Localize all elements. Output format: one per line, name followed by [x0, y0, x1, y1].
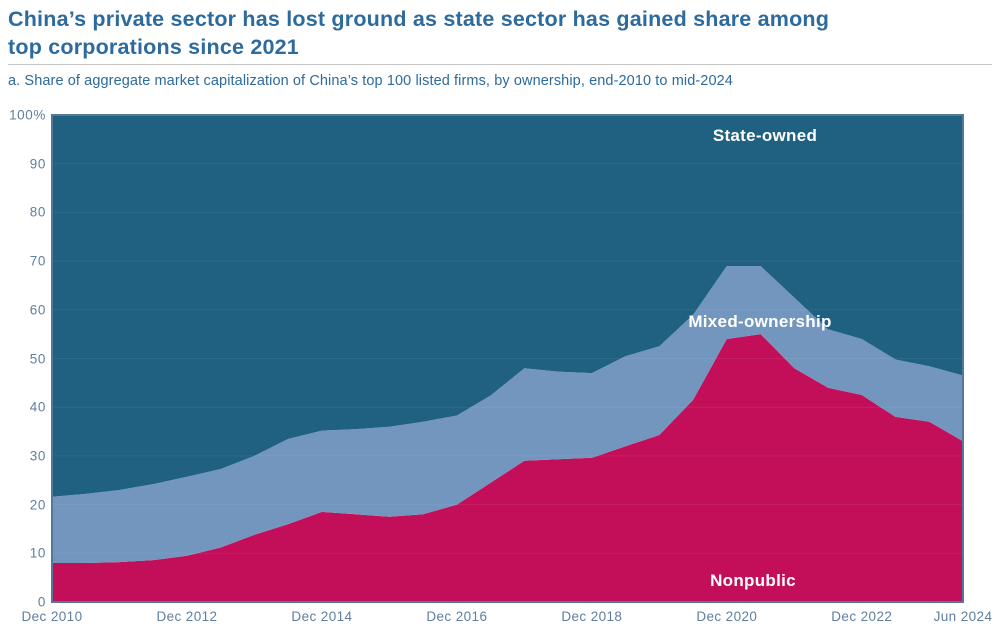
y-tick-label-30: 30 — [29, 448, 46, 464]
y-tick-label-100: 100% — [9, 107, 46, 123]
x-tick-label: Dec 2018 — [561, 609, 623, 624]
y-tick-label-10: 10 — [29, 545, 46, 561]
x-tick-label: Dec 2016 — [426, 609, 488, 624]
x-tick-label: Dec 2012 — [156, 609, 218, 624]
y-tick-label-20: 20 — [29, 497, 46, 513]
x-tick-label: Dec 2010 — [21, 609, 83, 624]
y-tick-label-60: 60 — [29, 302, 46, 318]
series-label-state-owned: State-owned — [712, 126, 818, 145]
figure-title-line1: China’s private sector has lost ground a… — [8, 7, 830, 31]
x-tick-label: Jun 2024 — [933, 609, 993, 624]
y-tick-label-0: 0 — [37, 594, 46, 610]
x-tick-label: Dec 2014 — [291, 609, 353, 624]
title-divider — [8, 64, 992, 65]
figure-title: China’s private sector has lost ground a… — [8, 5, 986, 61]
plot-frame — [51, 114, 964, 603]
gridlines — [52, 163, 963, 554]
y-tick-label-80: 80 — [29, 204, 46, 220]
x-tick-label: Dec 2020 — [696, 609, 758, 624]
y-tick-label-70: 70 — [29, 253, 46, 269]
panel-subtitle: a. Share of aggregate market capitalizat… — [8, 73, 733, 89]
stacked-areas — [52, 115, 963, 602]
area-nonpublic — [52, 334, 963, 602]
x-tick-label: Dec 2022 — [831, 609, 893, 624]
series-label-nonpublic: Nonpublic — [710, 571, 796, 590]
series-label-mixed-ownership: Mixed-ownership — [688, 312, 832, 331]
y-tick-label-90: 90 — [29, 156, 46, 172]
y-tick-label-50: 50 — [29, 351, 46, 366]
area-mixed-ownership — [52, 266, 963, 563]
area-state-owned — [52, 115, 963, 497]
figure-title-line2: top corporations since 2021 — [8, 35, 299, 59]
y-tick-label-40: 40 — [29, 399, 46, 415]
